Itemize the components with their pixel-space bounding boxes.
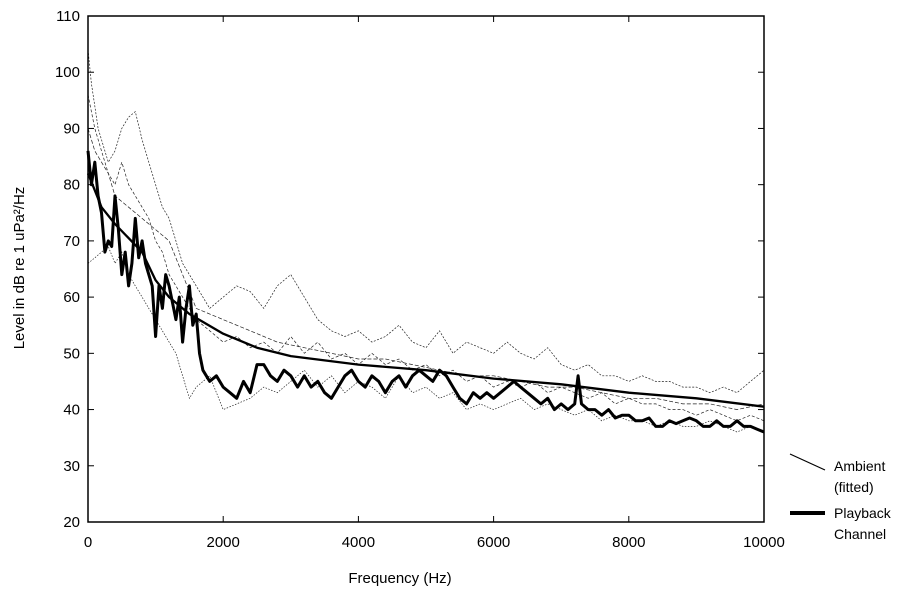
x-axis-label: Frequency (Hz) — [348, 570, 451, 587]
y-tick-label: 60 — [63, 289, 80, 306]
series-line-playback-channel — [86, 150, 765, 434]
y-tick-label: 100 — [55, 64, 80, 81]
y-axis-label: Level in dB re 1 uPa²/Hz — [11, 187, 28, 350]
x-tick-label: 6000 — [477, 534, 510, 551]
legend-swatch-ambient — [789, 453, 826, 471]
raw-ambient-trace-2 — [87, 94, 765, 422]
y-tick-label: 110 — [56, 8, 80, 25]
y-tick-label: 70 — [63, 233, 80, 250]
y-tick-label: 30 — [63, 458, 80, 475]
x-tick-label: 10000 — [743, 534, 785, 551]
x-tick-label: 4000 — [342, 534, 375, 551]
legend-label-ambient-line1: Ambient — [834, 458, 885, 474]
raw-ambient-trace-3 — [87, 245, 765, 433]
series-line-ambient-fitted — [86, 172, 765, 408]
plot-frame — [87, 15, 765, 523]
x-tick-label: 2000 — [207, 534, 240, 551]
y-tick-label: 20 — [63, 514, 80, 531]
raw-ambient-trace-1 — [87, 49, 765, 394]
series-layer — [86, 150, 765, 434]
x-tick-label: 8000 — [612, 534, 645, 551]
legend-label-playback-line1: Playback — [834, 505, 892, 521]
legend: Ambient (fitted) Playback Channel — [789, 453, 892, 542]
legend-label-ambient-line2: (fitted) — [834, 479, 874, 495]
legend-label-playback-line2: Channel — [834, 526, 886, 542]
y-tick-label: 90 — [63, 120, 80, 137]
y-tick-label: 40 — [63, 402, 80, 419]
y-tick-label: 50 — [63, 345, 80, 362]
x-tick-label: 0 — [84, 534, 92, 551]
tick-layer: 0 2000 4000 6000 8000 10000 20 30 40 50 60 70 80 90 10… — [55, 8, 785, 551]
raw-ambient-trace-4 — [87, 128, 765, 410]
y-tick-label: 80 — [63, 177, 80, 194]
